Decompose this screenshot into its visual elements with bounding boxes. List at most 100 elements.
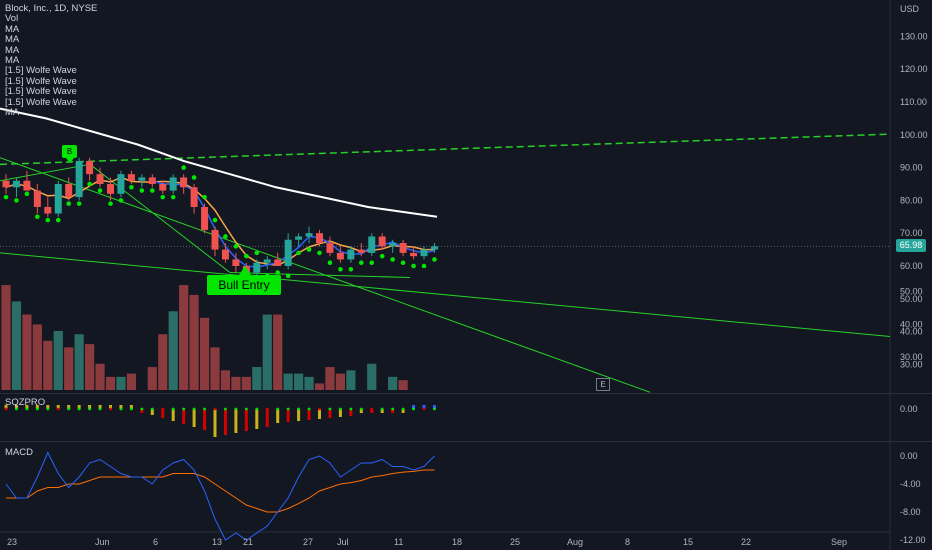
candle-body (316, 233, 323, 244)
legend-item[interactable]: MA (5, 107, 20, 119)
volume-bar (43, 340, 53, 390)
candle-body (378, 236, 386, 247)
price-axis-bg (890, 0, 932, 550)
volume-bar (252, 367, 262, 390)
candle-body (368, 236, 376, 253)
sqzpro-bar (318, 409, 321, 419)
candle-body (420, 249, 428, 257)
sqzpro-bar (412, 405, 416, 409)
time-axis-tick: 18 (452, 537, 462, 547)
price-axis-tick: 90.00 (900, 163, 923, 173)
wolfe-target-line (0, 133, 891, 166)
macd-pane-label[interactable]: MACD (5, 447, 33, 458)
sqzpro-bar (234, 409, 238, 433)
sqzpro-bar (98, 405, 102, 409)
volume-bar (241, 376, 251, 390)
volume-bar (388, 376, 398, 390)
candle-body (180, 177, 188, 188)
sqzpro-dot (318, 407, 321, 411)
legend-item[interactable]: MA (5, 55, 20, 67)
legend-item[interactable]: MA (5, 34, 20, 46)
volume-bar (105, 376, 116, 390)
sqzpro-bar (391, 409, 395, 413)
trend-dot (55, 217, 61, 223)
pane-separator[interactable] (0, 441, 932, 442)
earnings-event-marker[interactable]: E (596, 378, 610, 391)
symbol-title[interactable]: Block, Inc., 1D, NYSE (5, 3, 98, 14)
candle-body (54, 184, 62, 214)
volume-bar (74, 334, 84, 390)
sqzpro-bar (119, 405, 123, 409)
volume-bar (11, 301, 22, 390)
sqzpro-dot (182, 407, 186, 411)
sqzpro-bar (255, 409, 259, 429)
volume-bar (95, 363, 105, 390)
candle-body (336, 252, 344, 260)
sqzpro-dot (88, 407, 91, 411)
candle-body (127, 174, 135, 181)
trend-dot (254, 250, 260, 256)
buy-signal-arrow-icon (66, 158, 74, 163)
candle-body (253, 262, 261, 273)
candle-body (274, 259, 282, 266)
volume-bar (346, 370, 356, 390)
macd-axis-tick: 0.00 (900, 451, 918, 461)
sqzpro-bar (140, 409, 144, 413)
sqzpro-dot (98, 407, 102, 411)
candle-body (190, 187, 198, 207)
sqzpro-dot (192, 407, 196, 411)
sqzpro-dot (297, 407, 300, 411)
trend-dot (233, 244, 239, 249)
macd-signal-line (6, 469, 435, 513)
time-axis-tick: 15 (683, 537, 693, 547)
volume-bar (398, 380, 408, 390)
legend-item[interactable]: MA (5, 23, 20, 35)
legend-item[interactable]: [1.5] Wolfe Wave (5, 96, 77, 108)
sqzpro-dot (150, 407, 154, 411)
volume-bar (273, 314, 283, 390)
sqzpro-bar (401, 409, 405, 413)
sqzpro-bar (14, 405, 18, 409)
candle-body (86, 161, 94, 175)
sqzpro-bar (380, 409, 384, 413)
sqzpro-dot (276, 407, 280, 411)
macd-line (5, 451, 435, 541)
candle-body (305, 233, 313, 237)
trend-dot (87, 181, 92, 187)
trend-dot (35, 214, 40, 220)
time-axis-tick: 27 (303, 537, 313, 547)
sqzpro-pane-label[interactable]: SQZPRO (5, 397, 46, 408)
sqzpro-dot (412, 407, 415, 411)
candle-body (44, 206, 52, 214)
volume-bar (304, 376, 314, 390)
sqzpro-dot (328, 407, 332, 411)
candle-body (263, 259, 271, 263)
volume-axis-tick: 50.00 (900, 287, 923, 297)
sqzpro-bar (35, 405, 39, 409)
sqzpro-axis-tick: 0.00 (900, 404, 918, 414)
pane-separator[interactable] (0, 393, 932, 394)
trend-dot (244, 253, 249, 259)
volume-bar (189, 294, 199, 390)
legend-item[interactable]: [1.5] Wolfe Wave (5, 65, 77, 77)
sqzpro-bar (171, 409, 175, 421)
legend-item[interactable]: Vol (5, 13, 19, 25)
price-axis-tick: 110.00 (900, 97, 927, 107)
volume-bar (168, 311, 178, 390)
price-axis-tick: 60.00 (900, 261, 923, 271)
trend-dot (327, 260, 333, 266)
legend-item[interactable]: [1.5] Wolfe Wave (5, 75, 77, 87)
bull-entry-arrow-icon (239, 266, 251, 275)
sqzpro-bar (359, 409, 363, 413)
legend-item[interactable]: [1.5] Wolfe Wave (5, 86, 77, 98)
price-axis-currency: USD (900, 4, 920, 14)
sqzpro-bar (265, 409, 269, 427)
candle-body (389, 243, 397, 247)
ma-blue-line (152, 180, 435, 268)
sqzpro-bar (161, 409, 165, 418)
trend-dot (139, 188, 145, 193)
trend-dot (24, 191, 30, 197)
sqzpro-bar (46, 405, 50, 409)
legend-item[interactable]: MA (5, 44, 20, 56)
